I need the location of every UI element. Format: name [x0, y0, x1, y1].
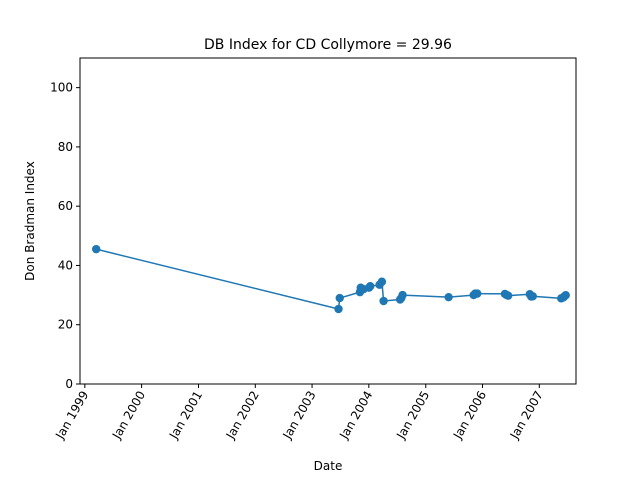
y-tick-label: 60	[58, 199, 73, 213]
chart-title: DB Index for CD Collymore = 29.96	[204, 37, 452, 53]
data-point	[503, 291, 513, 300]
plot-area	[80, 58, 576, 384]
data-point	[366, 282, 375, 291]
y-ticks: 0 20 40 60 80 100	[50, 81, 80, 391]
y-tick-label: 20	[58, 318, 73, 332]
data-point	[335, 293, 344, 303]
series-layer	[91, 244, 570, 314]
axes-layer	[79, 57, 577, 385]
data-point	[561, 291, 570, 300]
plot-frame	[79, 57, 577, 385]
data-point	[444, 292, 453, 302]
data-point	[377, 277, 387, 286]
data-point	[473, 289, 482, 298]
y-tick-label: 100	[50, 81, 73, 95]
data-point	[528, 292, 537, 301]
y-axis-label: Don Bradman Index	[23, 161, 37, 281]
y-tick-label: 40	[58, 258, 73, 272]
data-point	[91, 244, 101, 254]
x-axis-label: Date	[314, 459, 343, 473]
y-tick-label: 0	[65, 377, 73, 391]
data-point	[379, 296, 388, 306]
data-point	[398, 290, 407, 300]
data-point	[334, 304, 343, 314]
y-tick-label: 80	[58, 140, 73, 154]
